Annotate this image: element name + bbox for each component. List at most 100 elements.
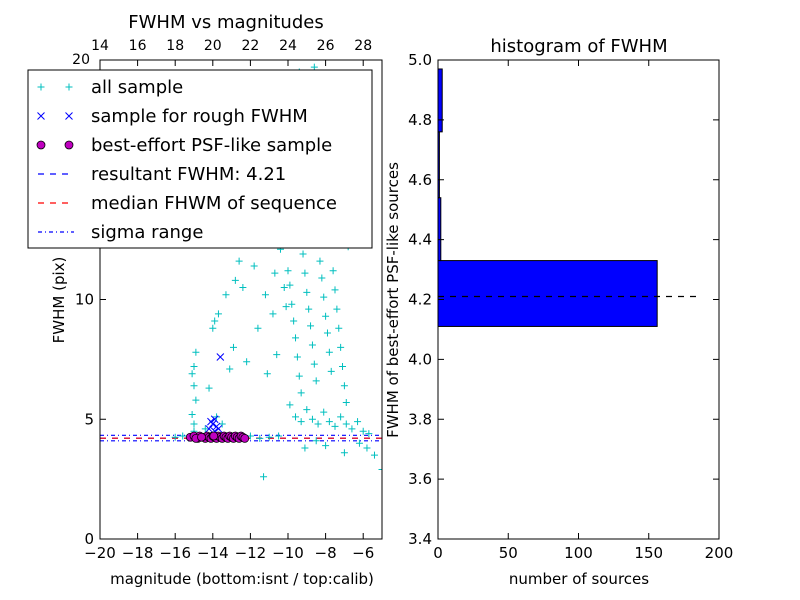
- point-best-sample: [197, 432, 206, 442]
- legend-marker-plus: [65, 83, 73, 91]
- legend-box: [27, 69, 373, 249]
- point-all-sample: [337, 413, 345, 421]
- point-all-sample: [308, 415, 316, 423]
- point-all-sample: [322, 312, 330, 320]
- legend-marker-x: [37, 112, 45, 120]
- point-all-sample: [359, 427, 367, 435]
- point-all-sample: [348, 425, 356, 433]
- hist-x-tick-label: 200: [705, 544, 734, 562]
- legend-label: median FHWM of sequence: [91, 193, 337, 214]
- point-all-sample: [310, 360, 318, 368]
- legend-label: resultant FWHM: 4.21: [91, 164, 286, 185]
- point-all-sample: [320, 293, 328, 301]
- hist-y-tick-label: 4.6: [408, 171, 432, 189]
- legend-entry: sample for rough FWHM: [37, 106, 308, 127]
- histogram-ylabel: FWHM of best-effort PSF-like sources: [384, 162, 402, 438]
- point-all-sample: [271, 269, 279, 277]
- legend-label: all sample: [91, 77, 183, 98]
- legend-marker-circle: [36, 140, 46, 150]
- hist-y-tick-label: 3.8: [408, 410, 432, 428]
- point-all-sample: [286, 281, 294, 289]
- point-all-sample: [363, 444, 371, 452]
- point-best-sample: [240, 434, 250, 443]
- point-all-sample: [355, 439, 363, 447]
- legend-entry: median FHWM of sequence: [38, 193, 337, 214]
- histogram-bar: [437, 68, 443, 133]
- point-all-sample: [297, 389, 305, 397]
- scatter-reference-lines: [100, 434, 382, 442]
- point-all-sample: [171, 433, 179, 441]
- point-all-sample: [190, 420, 198, 428]
- point-all-sample: [284, 267, 292, 275]
- top-tick-label: 16: [129, 38, 147, 54]
- x-tick-label: −16: [159, 544, 191, 562]
- top-tick-label: 26: [317, 38, 335, 54]
- point-all-sample: [327, 367, 335, 375]
- point-all-sample: [365, 430, 373, 438]
- point-rough-sample: [214, 424, 223, 433]
- legend-label: sigma range: [91, 222, 203, 243]
- point-all-sample: [273, 351, 281, 359]
- histogram-xlabel: number of sources: [509, 570, 649, 588]
- point-rough-sample: [216, 353, 225, 361]
- point-all-sample: [280, 284, 288, 292]
- scatter-top-left-label: 20: [72, 52, 90, 68]
- histogram-title: histogram of FWHM: [490, 36, 667, 57]
- x-tick-label: −18: [122, 544, 154, 562]
- point-all-sample: [335, 324, 343, 332]
- scatter-ylabel: FWHM (pix): [50, 257, 68, 344]
- point-all-sample: [265, 433, 273, 441]
- legend-label: sample for rough FWHM: [91, 106, 308, 127]
- y-tick-label: 5: [84, 410, 94, 428]
- point-all-sample: [282, 303, 290, 311]
- point-all-sample: [303, 406, 311, 414]
- point-all-sample: [205, 384, 213, 392]
- hist-x-tick-label: 50: [499, 544, 518, 562]
- point-all-sample: [325, 348, 333, 356]
- point-all-sample: [331, 422, 339, 430]
- point-all-sample: [179, 432, 187, 440]
- x-tick-label: −8: [315, 544, 337, 562]
- point-all-sample: [354, 418, 362, 426]
- point-all-sample: [316, 257, 324, 265]
- point-all-sample: [322, 442, 330, 450]
- point-all-sample: [339, 363, 347, 371]
- histogram-bar: [437, 260, 658, 327]
- legend-marker-plus: [37, 83, 45, 91]
- hist-y-tick-label: 4.4: [408, 231, 432, 249]
- x-tick-label: −20: [84, 544, 116, 562]
- point-rough-sample: [210, 415, 219, 424]
- point-all-sample: [337, 343, 345, 351]
- point-all-sample: [209, 324, 217, 332]
- point-all-sample: [263, 370, 271, 378]
- top-tick-label: 24: [279, 38, 297, 54]
- point-all-sample: [323, 329, 331, 337]
- scatter-panel: −20 −18 −16 −14 −12 −10 −8 −6 0 5 10 14 16 18 20 22 24 26…: [27, 12, 383, 588]
- point-all-sample: [342, 420, 350, 428]
- hist-y-tick-label: 3.4: [408, 530, 432, 548]
- point-all-sample: [305, 305, 313, 313]
- hist-x-tick-label: 0: [433, 544, 443, 562]
- scatter-legend: all sample sample for rough FWHM best-effo…: [27, 69, 373, 249]
- y-tick-label: 10: [75, 291, 94, 309]
- legend-label: best-effort PSF-like sample: [91, 135, 332, 156]
- legend-entry: all sample: [37, 77, 183, 98]
- point-all-sample: [340, 449, 348, 457]
- point-all-sample: [214, 310, 222, 318]
- top-tick-label: 14: [91, 38, 109, 54]
- point-all-sample: [301, 444, 309, 452]
- point-all-sample: [320, 408, 328, 416]
- point-all-sample: [192, 348, 200, 356]
- hist-y-tick-label: 4.0: [408, 350, 432, 368]
- point-all-sample: [218, 420, 226, 428]
- point-all-sample: [301, 269, 309, 277]
- histogram-panel: 0 50 100 150 2003.43.63.84.04.24.44.64.85.0 …: [384, 36, 733, 588]
- hist-y-tick-label: 5.0: [408, 51, 432, 69]
- legend-entries: all sample sample for rough FWHM best-effo…: [36, 77, 337, 243]
- y-tick-label: 0: [84, 530, 94, 548]
- point-all-sample: [290, 317, 298, 325]
- legend-marker-x: [65, 112, 73, 120]
- point-all-sample: [235, 257, 243, 265]
- x-tick-label: −12: [235, 544, 267, 562]
